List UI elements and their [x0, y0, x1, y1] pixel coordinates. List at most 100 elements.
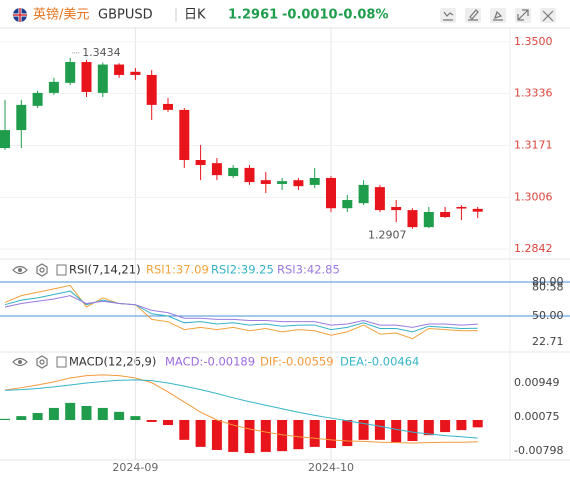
legend-entry: DEA:-0.00464: [340, 355, 419, 369]
candle-body: [81, 62, 92, 92]
candle-body: [326, 177, 336, 209]
macd-bar: [309, 420, 320, 447]
candle-body: [114, 64, 125, 75]
candle-body: [146, 74, 157, 105]
macd-bar: [358, 420, 369, 440]
rsi-line: [4, 284, 478, 340]
symbol: GBPUSD: [98, 8, 153, 23]
candle-body: [358, 184, 369, 204]
candle-body: [293, 180, 304, 187]
change: -0.0010: [282, 8, 338, 23]
candle-body: [228, 167, 239, 177]
y-tick-label: 1.3336: [514, 87, 553, 100]
macd-bar: [277, 420, 288, 452]
candle-body: [423, 212, 434, 228]
macd-bar: [16, 416, 27, 421]
macd-bar: [374, 420, 385, 440]
toolbar: [440, 8, 556, 23]
candle-body: [48, 81, 59, 93]
eye-icon[interactable]: [12, 265, 28, 275]
candle-body: [163, 103, 173, 110]
legend-entry: RSI2:39.25: [211, 263, 274, 277]
y-tick-label: 0.00075: [514, 410, 560, 423]
settings-icon[interactable]: [36, 355, 48, 369]
candle-body: [195, 160, 206, 166]
legend-entry: MACD:-0.00189: [165, 355, 255, 369]
high-label: 1.3434: [82, 46, 121, 59]
candle-body: [440, 212, 451, 218]
change-pct: -0.08%: [338, 8, 389, 23]
macd-bar: [163, 420, 173, 426]
macd-bar: [0, 418, 10, 421]
tool-button[interactable]: [515, 8, 531, 23]
x-tick-label: 2024-09: [112, 461, 158, 474]
macd-bar: [244, 420, 255, 454]
macd-bar: [32, 412, 43, 421]
candle-body: [244, 167, 255, 183]
macd-bar: [423, 420, 434, 436]
macd-line: [4, 374, 478, 444]
indicator-icon: [56, 264, 67, 276]
macd-bar: [440, 420, 451, 433]
price: 1.2961: [228, 8, 278, 23]
candle-body: [374, 187, 385, 211]
indicator-icon: [56, 356, 67, 368]
y-tick-label: 1.2842: [514, 242, 553, 255]
y-tick-label: 80.58: [532, 280, 564, 293]
y-tick-label: 0.00949: [514, 376, 560, 389]
y-tick-label: -0.00798: [514, 444, 563, 457]
candle-body: [407, 210, 418, 228]
macd-bar: [326, 420, 336, 449]
macd-bar: [228, 420, 239, 452]
candle-body: [277, 181, 288, 184]
macd-bar: [48, 407, 59, 421]
indicator-title: RSI(7,14,21): [69, 263, 141, 277]
settings-icon[interactable]: [36, 263, 48, 277]
y-tick-label: 22.71: [532, 335, 564, 348]
candle-body: [211, 163, 222, 176]
symbol-name: 英镑/美元: [33, 7, 89, 23]
macd-bar: [211, 420, 222, 450]
low-label: 1.2907: [368, 229, 407, 242]
candle-body: [260, 180, 271, 184]
macd-bar: [179, 420, 190, 440]
macd-bar: [114, 411, 125, 421]
tool-button[interactable]: [440, 8, 456, 23]
period: 日K: [184, 8, 206, 23]
x-tick-label: 2024-10: [308, 461, 354, 474]
candle-body: [342, 200, 353, 209]
tool-button[interactable]: [540, 8, 556, 23]
candle-body: [0, 130, 10, 149]
macd-bar: [81, 405, 92, 421]
candle-body: [309, 177, 320, 185]
macd-bar: [195, 420, 206, 447]
eye-icon[interactable]: [12, 357, 28, 367]
macd-bar: [97, 407, 108, 421]
macd-bar: [342, 420, 353, 447]
macd-bar: [391, 420, 402, 443]
reference-label: 50.00: [532, 309, 564, 322]
candle-body: [472, 208, 483, 212]
tool-button[interactable]: [490, 8, 506, 23]
macd-bar: [260, 420, 271, 452]
candle-body: [130, 71, 141, 75]
macd-line: [4, 379, 478, 439]
candle-body: [32, 92, 43, 106]
legend-entry: RSI3:42.85: [277, 263, 340, 277]
y-tick-label: 1.3171: [514, 139, 553, 152]
tool-button[interactable]: [465, 8, 481, 23]
candle-body: [179, 109, 190, 161]
candle-body: [456, 206, 467, 209]
macd-bar: [407, 420, 418, 442]
candle-body: [391, 206, 402, 211]
y-tick-label: 1.3006: [514, 191, 553, 204]
candle-body: [97, 64, 108, 93]
macd-bar: [146, 420, 157, 422]
indicator-title: MACD(12,26,9): [69, 355, 156, 369]
macd-bar: [130, 416, 141, 421]
flag-icon: [13, 8, 27, 22]
rsi-line: [4, 295, 478, 328]
reference-label: 80.00: [532, 275, 564, 288]
